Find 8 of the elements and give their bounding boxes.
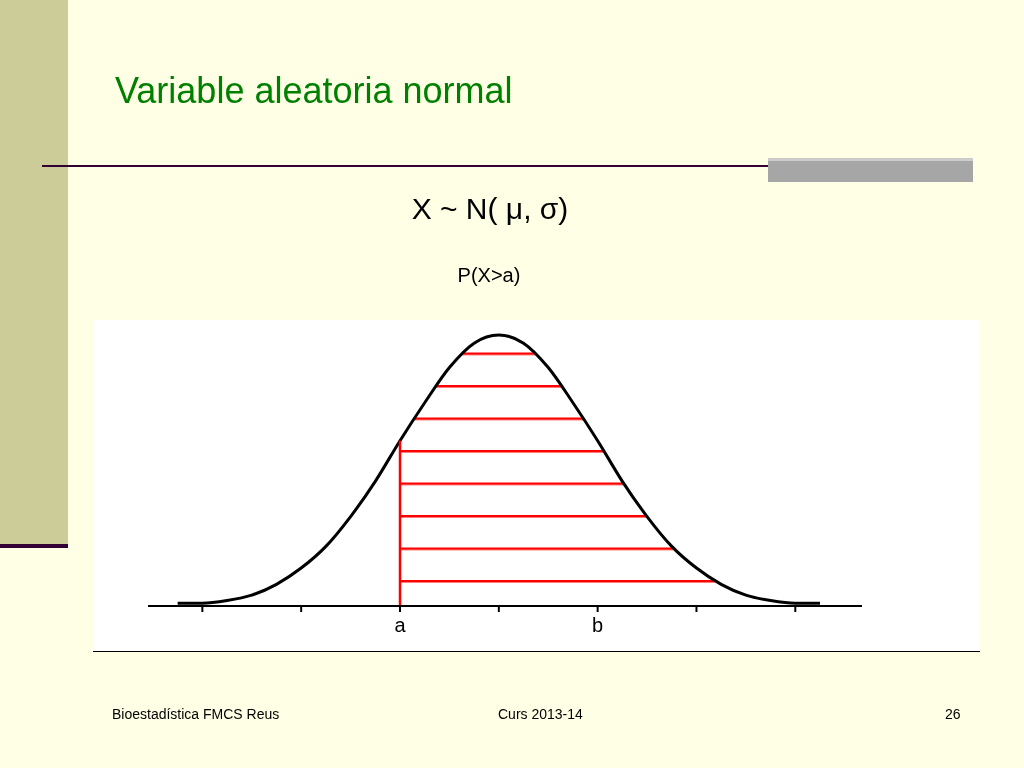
text: Curs 2013-14 — [498, 706, 583, 722]
chart-title: Variable aleatoria normal — [115, 70, 513, 112]
chart-subtitle: X ~ N( μ, σ) — [410, 192, 570, 226]
text: 26 — [945, 706, 961, 722]
x-tick-label: a — [394, 614, 407, 637]
x-tick-label: b — [592, 614, 604, 637]
text: Bioestadística FMCS Reus — [112, 706, 280, 722]
text: P(X>a) — [456, 264, 522, 287]
